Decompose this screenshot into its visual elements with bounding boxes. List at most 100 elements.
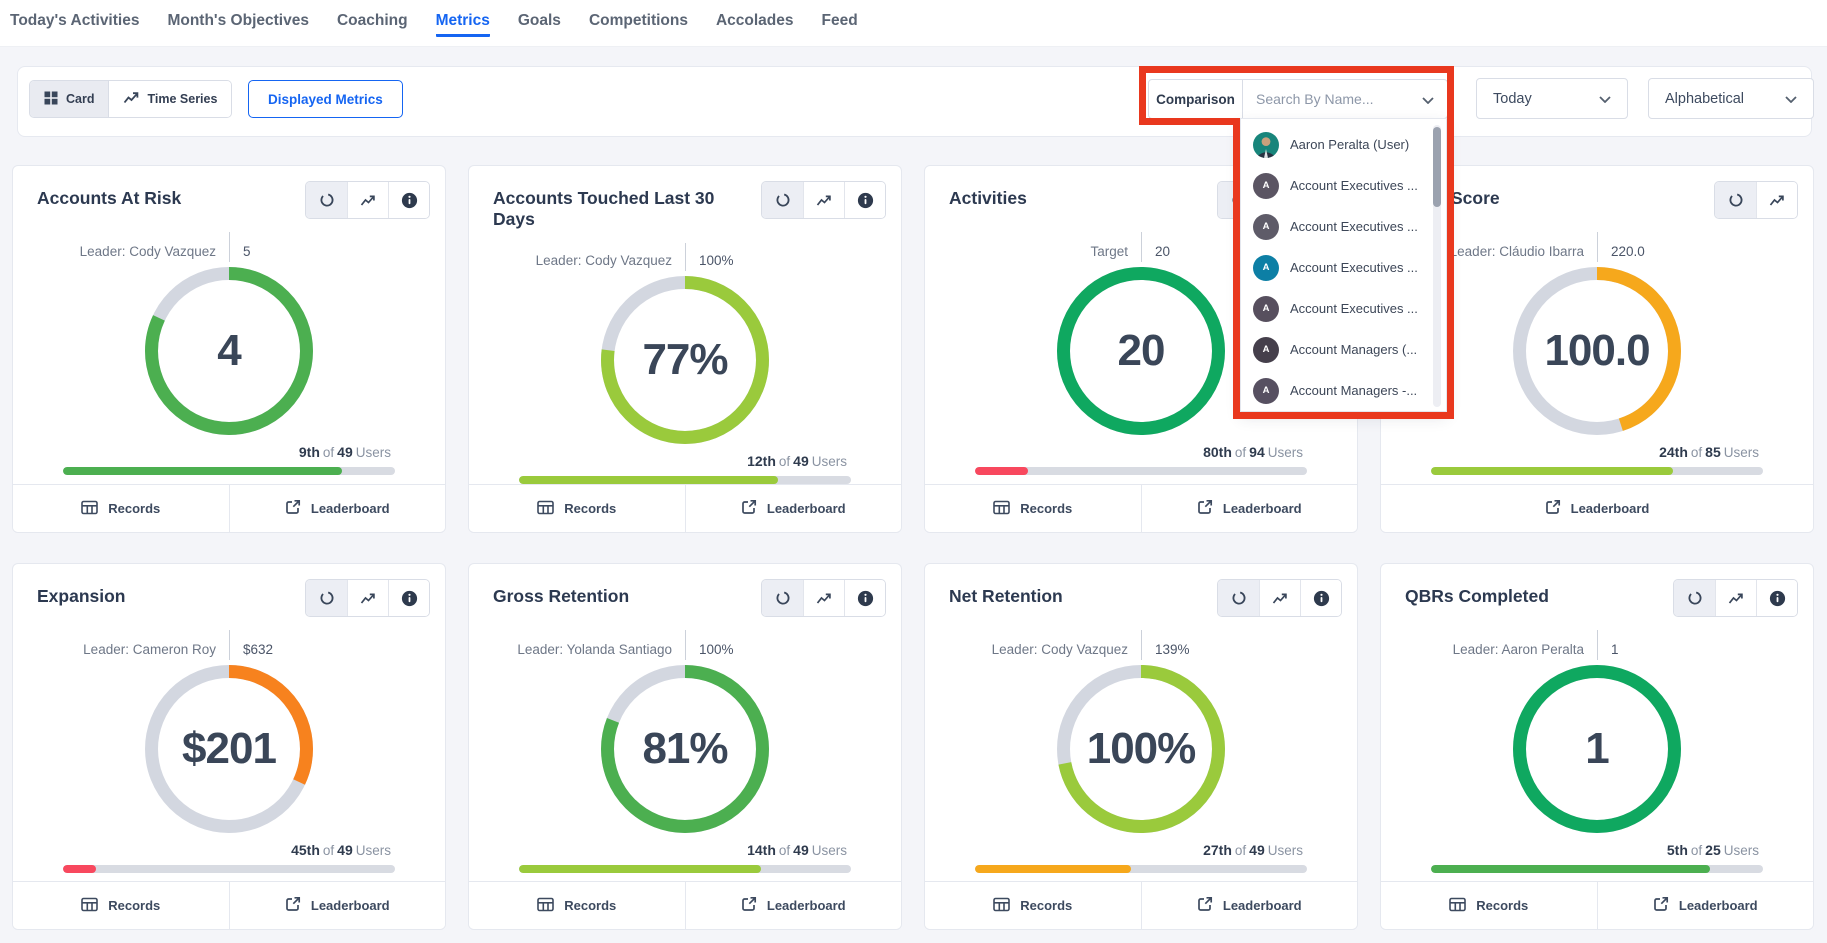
donut-value: 20 (1117, 326, 1166, 375)
metric-card-accounts-at-risk: Accounts At Risk Leader: Cody Vazquez 5 4 9t… (12, 165, 446, 533)
time-series-view-button[interactable] (347, 580, 388, 616)
nav-item-coaching[interactable]: Coaching (336, 12, 408, 29)
leader-value: $632 (229, 630, 445, 660)
leaderboard-button[interactable]: Leaderboard (1140, 485, 1357, 532)
leaderboard-button[interactable]: Leaderboard (684, 882, 901, 929)
info-button[interactable] (388, 580, 429, 616)
time-series-view-button[interactable] (803, 580, 844, 616)
rank-progress-bar (63, 865, 395, 873)
dropdown-item-account-executives[interactable]: A Account Executives ... (1241, 206, 1446, 247)
dropdown-scrollbar-thumb[interactable] (1433, 127, 1441, 207)
letter-avatar: A (1253, 336, 1279, 363)
dropdown-item-account-managers[interactable]: A Account Managers (... (1241, 329, 1446, 370)
nav-item-goals[interactable]: Goals (517, 12, 561, 29)
rank-row: 27th of 49 Users (1203, 842, 1303, 858)
annotation-box-segment (1233, 412, 1454, 419)
records-icon (993, 897, 1011, 915)
date-range-select[interactable]: Today (1476, 78, 1628, 119)
donut-view-button[interactable] (1218, 580, 1259, 616)
info-button[interactable] (1756, 580, 1797, 616)
rank-progress-bar (975, 865, 1307, 873)
donut-view-button[interactable] (762, 182, 803, 218)
time-series-view-button[interactable] (1756, 182, 1797, 218)
time-series-icon (123, 90, 139, 108)
chevron-down-icon (1785, 91, 1797, 107)
time-series-view-button[interactable] (347, 182, 388, 218)
info-button[interactable] (844, 182, 885, 218)
nav-item-metrics[interactable]: Metrics (435, 9, 490, 37)
chevron-down-icon (1599, 91, 1611, 107)
user-photo-avatar (1253, 131, 1279, 158)
info-button[interactable] (1300, 580, 1341, 616)
dropdown-item-account-executives[interactable]: A Account Executives ... (1241, 165, 1446, 206)
card-head: Net Retention (925, 564, 1357, 617)
records-icon (81, 500, 99, 518)
nav-item-feed[interactable]: Feed (821, 12, 858, 29)
card-head: Gross Retention (469, 564, 901, 617)
nav-item-month-s-objectives[interactable]: Month's Objectives (167, 12, 309, 29)
donut-view-button[interactable] (306, 580, 347, 616)
rank-row: 9th of 49 Users (298, 444, 391, 460)
records-button[interactable]: Records (469, 485, 685, 532)
chart-type-toggle (305, 579, 430, 617)
nav-item-accolades[interactable]: Accolades (715, 12, 794, 29)
donut-view-button[interactable] (762, 580, 803, 616)
info-button[interactable] (844, 580, 885, 616)
leaderboard-button[interactable]: Leaderboard (1381, 485, 1813, 532)
dropdown-scrollbar-track[interactable] (1433, 125, 1441, 407)
time-series-view-button[interactable] (1715, 580, 1756, 616)
rank-row: 12th of 49 Users (747, 453, 847, 470)
info-button[interactable] (388, 182, 429, 218)
donut-value: 81% (642, 724, 728, 773)
time-series-view-button[interactable]: Time Series (108, 81, 232, 117)
time-series-view-button[interactable] (803, 182, 844, 218)
records-button[interactable]: Records (469, 882, 685, 929)
dropdown-item-account-managers[interactable]: A Account Managers -... (1241, 370, 1446, 411)
leaderboard-button[interactable]: Leaderboard (228, 882, 445, 929)
donut-view-button[interactable] (1715, 182, 1756, 218)
card-title: Net Retention (949, 586, 1063, 606)
donut-view-button[interactable] (1674, 580, 1715, 616)
rank-progress-bar (519, 865, 851, 873)
dropdown-item-account-executives[interactable]: A Account Executives ... (1241, 247, 1446, 288)
comparison-search-select[interactable]: Search By Name... (1243, 80, 1447, 118)
nav-item-today-s-activities[interactable]: Today's Activities (10, 12, 140, 29)
donut-value: 77% (642, 335, 728, 385)
records-button[interactable]: Records (925, 882, 1141, 929)
dropdown-item-label: Account Managers (... (1290, 342, 1418, 357)
records-button[interactable]: Records (13, 485, 229, 532)
leaderboard-icon (285, 896, 301, 915)
leaderboard-button[interactable]: Leaderboard (228, 485, 445, 532)
chart-type-toggle (761, 181, 886, 219)
card-head: Accounts Touched Last 30 Days (469, 166, 901, 230)
donut-view-button[interactable] (306, 182, 347, 218)
annotation-box-segment (1447, 66, 1454, 419)
records-button[interactable]: Records (1381, 882, 1597, 929)
donut-value: 4 (217, 326, 241, 375)
leaderboard-icon (1197, 499, 1213, 518)
letter-avatar: A (1253, 295, 1279, 322)
time-series-view-button[interactable] (1259, 580, 1300, 616)
card-title: Accounts At Risk (37, 188, 182, 208)
leader-row: Leader: Cody Vazquez 100% (469, 243, 901, 272)
displayed-metrics-button[interactable]: Displayed Metrics (248, 80, 403, 118)
card-head: Accounts At Risk (13, 166, 445, 219)
dropdown-item-aaron-peralta-user[interactable]: Aaron Peralta (User) (1241, 124, 1446, 165)
donut-chart: $201 (145, 665, 313, 833)
records-button[interactable]: Records (925, 485, 1141, 532)
dropdown-item-account-executives[interactable]: A Account Executives ... (1241, 288, 1446, 329)
sort-order-select[interactable]: Alphabetical (1648, 78, 1814, 119)
leaderboard-button[interactable]: Leaderboard (684, 485, 901, 532)
nav-item-competitions[interactable]: Competitions (588, 12, 688, 29)
leader-value: 100% (685, 243, 901, 272)
card-title: Activities (949, 188, 1027, 208)
leaderboard-button[interactable]: Leaderboard (1596, 882, 1813, 929)
records-button[interactable]: Records (13, 882, 229, 929)
card-view-button[interactable]: Card (30, 81, 109, 117)
card-footer: Records Leaderboard (925, 881, 1357, 929)
comparison-dropdown: Aaron Peralta (User) A Account Executives … (1240, 118, 1447, 412)
leaderboard-button[interactable]: Leaderboard (1140, 882, 1357, 929)
rank-row: 80th of 94 Users (1203, 444, 1303, 460)
cards-grid: Accounts At Risk Leader: Cody Vazquez 5 4 9t… (12, 165, 1815, 930)
leader-label: Leader: Yolanda Santiago (517, 642, 672, 657)
